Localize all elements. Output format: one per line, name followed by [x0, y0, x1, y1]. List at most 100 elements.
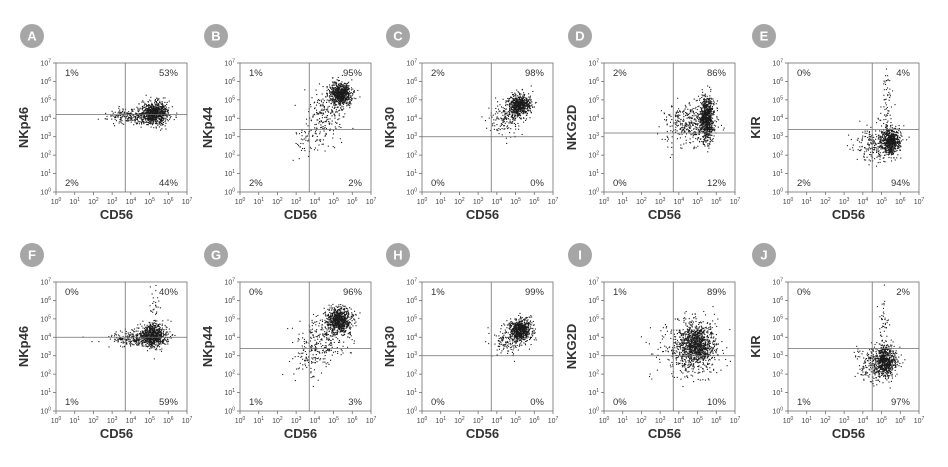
scatter-point	[882, 151, 884, 154]
scatter-point	[327, 95, 329, 97]
scatter-point	[884, 142, 886, 144]
scatter-point	[880, 144, 882, 146]
scatter-point	[321, 122, 324, 124]
scatter-point	[154, 109, 156, 112]
scatter-point	[334, 81, 336, 83]
scatter-point	[863, 155, 865, 157]
scatter-point	[145, 112, 147, 115]
scatter-point	[895, 138, 898, 140]
scatter-point	[162, 104, 164, 106]
scatter-point	[666, 130, 668, 133]
scatter-point	[709, 110, 711, 112]
scatter-point	[693, 148, 695, 150]
scatter-point	[330, 99, 332, 101]
scatter-point	[499, 110, 501, 112]
x-tick-label: 107	[730, 197, 741, 206]
scatter-point	[142, 119, 144, 122]
scatter-point	[510, 110, 512, 112]
scatter-point	[864, 135, 867, 138]
scatter-point	[706, 117, 708, 119]
scatter-point	[531, 104, 533, 106]
scatter-point	[890, 160, 893, 162]
scatter-point	[322, 139, 324, 141]
scatter-point	[342, 102, 344, 104]
scatter-point	[710, 103, 712, 105]
scatter-point	[890, 134, 892, 136]
scatter-point	[693, 146, 695, 148]
scatter-point	[678, 114, 680, 116]
scatter-point	[883, 132, 885, 134]
scatter-point	[349, 93, 351, 95]
scatter-points	[846, 68, 910, 167]
scatter-point	[886, 153, 888, 155]
scatter-point	[148, 109, 150, 111]
scatter-point	[146, 105, 148, 107]
scatter-point	[657, 133, 659, 135]
panel-badge-circle	[204, 24, 228, 48]
scatter-point	[161, 103, 163, 105]
scatter-point	[703, 128, 705, 130]
scatter-point	[507, 118, 509, 120]
scatter-point	[345, 87, 348, 89]
scatter-point	[159, 120, 161, 122]
scatter-point	[890, 135, 892, 137]
scatter-point	[709, 98, 711, 100]
scatter-point	[885, 147, 887, 149]
scatter-point	[509, 107, 511, 109]
scatter-point	[157, 124, 159, 126]
scatter-point	[163, 119, 165, 121]
scatter-point	[165, 108, 167, 110]
axis-ticks: 1001001011011021021031031041041051051061…	[406, 59, 558, 207]
scatter-point	[515, 125, 517, 128]
scatter-point	[696, 134, 698, 136]
scatter-point	[164, 112, 166, 114]
scatter-point	[898, 124, 900, 127]
scatter-point	[519, 109, 521, 111]
scatter-point	[875, 165, 878, 167]
panel-badge: B	[204, 24, 228, 48]
scatter-point	[510, 101, 512, 104]
scatter-point	[122, 115, 124, 117]
scatter-point	[496, 129, 498, 131]
scatter-point	[678, 120, 680, 122]
scatter-point	[886, 152, 888, 154]
scatter-point	[708, 113, 710, 115]
scatter-point	[335, 90, 337, 92]
scatter-point	[166, 341, 168, 343]
scatter-point	[314, 127, 316, 129]
scatter-point	[147, 115, 149, 117]
scatter-point	[704, 107, 706, 109]
scatter-point	[513, 119, 515, 121]
scatter-point	[884, 136, 886, 138]
scatter-point	[138, 123, 140, 125]
scatter-point	[166, 337, 168, 339]
panel-e: E100100101101102102103103104104105105106…	[748, 24, 925, 222]
scatter-point	[503, 128, 505, 130]
scatter-point	[511, 101, 513, 103]
scatter-point	[709, 103, 711, 105]
scatter-point	[521, 109, 523, 112]
scatter-point	[516, 89, 518, 91]
scatter-point	[698, 131, 700, 133]
scatter-point	[901, 135, 903, 137]
scatter-point	[887, 139, 889, 141]
scatter-point	[692, 123, 694, 125]
scatter-point	[669, 156, 671, 158]
scatter-point	[119, 112, 121, 114]
scatter-point	[339, 84, 341, 86]
scatter-point	[519, 99, 521, 101]
scatter-point	[350, 92, 352, 94]
scatter-point	[681, 130, 683, 132]
plot-frame	[239, 62, 372, 193]
scatter-point	[331, 85, 333, 87]
scatter-point	[162, 110, 164, 112]
scatter-point	[867, 142, 869, 144]
scatter-point	[139, 115, 141, 117]
scatter-point	[693, 131, 695, 133]
scatter-point	[889, 142, 891, 144]
scatter-point	[126, 119, 128, 121]
scatter-point	[888, 131, 890, 133]
scatter-point	[708, 103, 710, 105]
scatter-point	[345, 85, 348, 87]
scatter-point	[518, 128, 520, 130]
